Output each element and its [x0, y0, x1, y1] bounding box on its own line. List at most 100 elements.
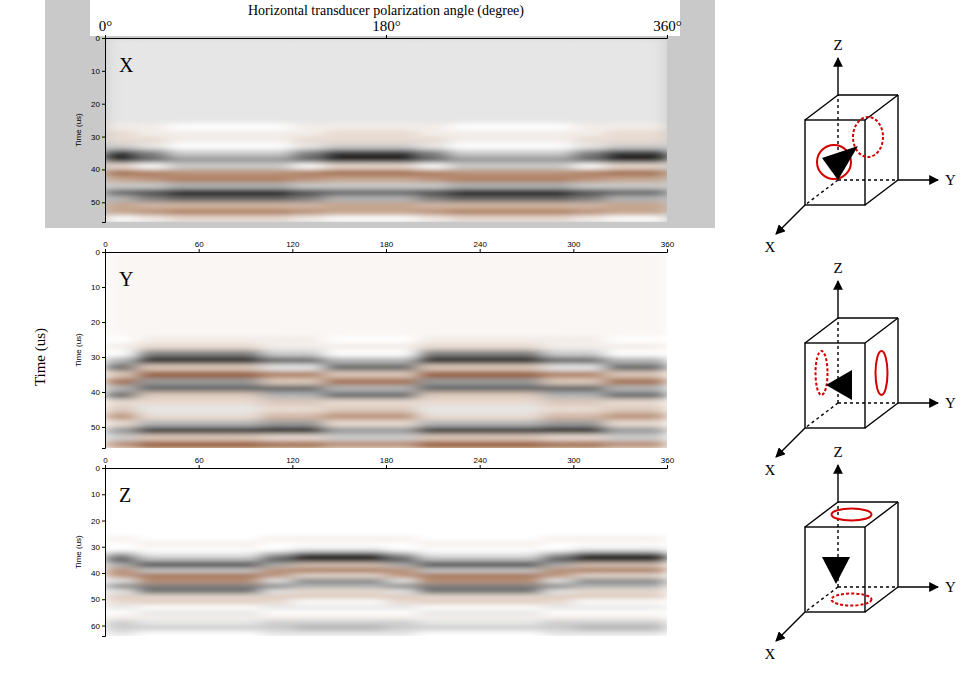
tick-label: 20 — [91, 100, 100, 109]
cell — [136, 631, 168, 636]
cell — [573, 468, 605, 537]
panel-label: Z — [119, 484, 131, 506]
cell — [292, 610, 324, 616]
cell — [105, 594, 137, 600]
axis-title: Time (us) — [74, 113, 83, 147]
cell — [355, 563, 387, 569]
cell — [573, 130, 605, 137]
cell — [230, 610, 262, 616]
cell — [386, 620, 418, 626]
cell — [199, 343, 231, 351]
cell — [542, 183, 574, 190]
cell — [199, 594, 231, 600]
cell — [167, 578, 199, 584]
cell — [292, 413, 324, 421]
cell — [448, 378, 480, 386]
cell — [199, 568, 231, 574]
cell — [573, 434, 605, 442]
cell — [261, 169, 293, 176]
cell — [261, 130, 293, 137]
cell — [542, 568, 574, 574]
tick-mark — [102, 71, 105, 72]
cell — [511, 413, 543, 421]
cell — [105, 176, 137, 183]
cell — [605, 123, 637, 130]
cell — [199, 542, 231, 548]
cell — [542, 189, 574, 196]
cell — [573, 336, 605, 344]
cell — [542, 434, 574, 442]
cell — [417, 357, 449, 365]
cell — [542, 336, 574, 344]
cell — [636, 563, 667, 569]
axis-arrow — [776, 205, 805, 234]
cell — [417, 385, 449, 393]
cell — [199, 189, 231, 196]
cell — [136, 215, 168, 222]
tick-mark — [199, 465, 200, 468]
cell — [292, 143, 324, 150]
cell — [573, 589, 605, 595]
cell — [292, 547, 324, 553]
hidden-edge — [838, 586, 898, 587]
cell — [573, 143, 605, 150]
cell — [167, 542, 199, 548]
cell — [480, 620, 512, 626]
cell — [573, 385, 605, 393]
cell — [636, 143, 667, 150]
cell — [105, 183, 137, 190]
cube-edge — [865, 318, 898, 343]
cell — [199, 336, 231, 344]
cell — [573, 392, 605, 400]
tick-mark — [386, 465, 387, 468]
cell — [292, 589, 324, 595]
cell — [573, 620, 605, 626]
cell — [136, 163, 168, 170]
tick-label: 360° — [653, 18, 682, 34]
cell — [605, 215, 637, 222]
cell — [199, 378, 231, 386]
cell — [573, 215, 605, 222]
cell — [636, 468, 667, 537]
cell — [199, 599, 231, 605]
cell — [448, 468, 480, 537]
cell — [292, 434, 324, 442]
receiver-hidden — [832, 594, 872, 606]
cell — [136, 392, 168, 400]
cell — [542, 420, 574, 428]
tick-label: 50 — [91, 595, 100, 604]
cell — [167, 209, 199, 216]
cell — [542, 378, 574, 386]
tick-label: 20 — [91, 318, 100, 327]
tick: 180 — [380, 456, 394, 468]
cell — [136, 573, 168, 579]
cell — [605, 615, 637, 621]
cell — [573, 123, 605, 130]
cell — [605, 399, 637, 407]
cell — [386, 557, 418, 563]
tick-label: 300 — [567, 456, 581, 465]
axis-arrow — [898, 586, 938, 587]
cell — [292, 385, 324, 393]
tick-label: 40 — [91, 165, 100, 174]
cell — [386, 150, 418, 157]
cell — [324, 130, 356, 137]
cell — [573, 547, 605, 553]
cell — [324, 176, 356, 183]
cell — [261, 589, 293, 595]
cell — [105, 563, 137, 569]
cell — [230, 578, 262, 584]
cell — [511, 536, 543, 542]
cell — [448, 434, 480, 442]
axis: 01020304050 — [91, 248, 105, 448]
cell — [324, 392, 356, 400]
axis-name: Z — [833, 260, 842, 276]
cell — [417, 163, 449, 170]
cell — [230, 336, 262, 344]
cell — [417, 536, 449, 542]
cell — [511, 196, 543, 203]
tick-label: 30 — [91, 543, 100, 552]
cell — [324, 196, 356, 203]
cell — [136, 38, 168, 124]
cell — [105, 468, 137, 537]
